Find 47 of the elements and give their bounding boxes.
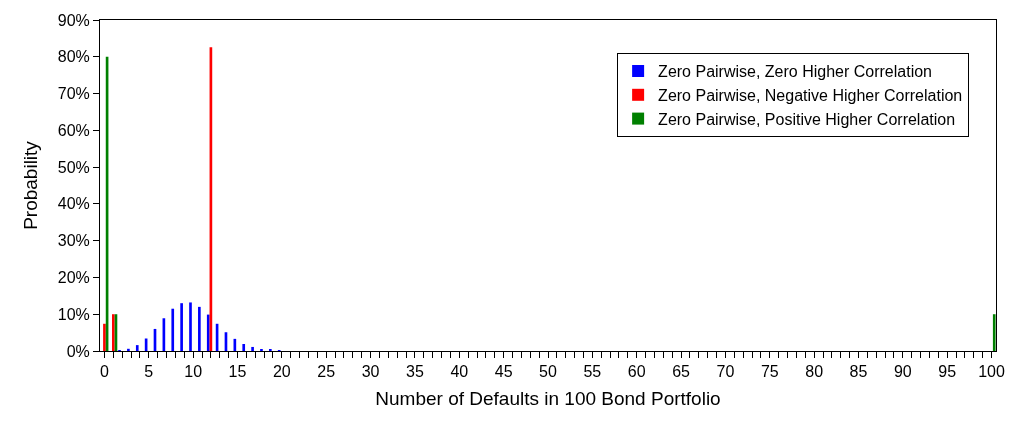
bar	[171, 308, 175, 351]
x-tick-label: 20	[272, 363, 291, 381]
y-tick-label: 20%	[57, 269, 90, 287]
bar	[251, 346, 254, 351]
x-tick-label: 30	[361, 363, 380, 381]
bar	[180, 303, 183, 351]
x-tick-label: 95	[938, 363, 957, 381]
x-tick-label: 55	[583, 363, 602, 381]
bar	[135, 345, 139, 351]
bar	[242, 344, 246, 351]
y-tick-label: 80%	[57, 48, 90, 66]
legend-label: Zero Pairwise, Zero Higher Correlation	[658, 63, 932, 81]
x-tick-label: 100	[978, 363, 1006, 381]
x-tick-label: 70	[716, 363, 735, 381]
x-tick-label: 90	[893, 363, 912, 381]
x-tick-label: 15	[228, 363, 247, 381]
x-tick-label: 75	[760, 363, 779, 381]
bar	[198, 306, 201, 351]
bar	[992, 314, 996, 351]
y-tick-label: 50%	[57, 158, 90, 176]
y-axis-title: Probability	[19, 140, 41, 230]
x-tick-label: 5	[144, 363, 154, 381]
x-tick-label: 25	[317, 363, 336, 381]
x-tick-label: 35	[406, 363, 424, 381]
x-tick-label: 45	[494, 363, 513, 381]
y-tick-label: 40%	[57, 195, 90, 213]
x-tick-label: 60	[627, 363, 646, 381]
y-tick-label: 90%	[57, 11, 90, 29]
y-tick-label: 10%	[57, 305, 90, 323]
bar	[103, 323, 106, 351]
bar	[127, 348, 130, 351]
legend-label: Zero Pairwise, Positive Higher Correlation	[658, 110, 956, 128]
x-axis-title: Number of Defaults in 100 Bond Portfolio	[375, 388, 721, 409]
x-tick-label: 50	[539, 363, 557, 381]
bar	[189, 302, 192, 351]
bar	[206, 314, 210, 351]
legend-label: Zero Pairwise, Negative Higher Correlation	[658, 87, 963, 105]
x-tick-label: 65	[672, 363, 691, 381]
x-tick-label: 40	[450, 363, 469, 381]
x-tick-label: 0	[99, 363, 109, 381]
y-tick-label: 0%	[66, 342, 90, 360]
x-tick-label: 80	[805, 363, 824, 381]
x-tick-label: 85	[849, 363, 868, 381]
y-tick-label: 60%	[57, 121, 90, 139]
x-tick-label: 10	[184, 363, 203, 381]
y-tick-label: 70%	[57, 85, 90, 103]
y-tick-label: 30%	[57, 232, 90, 250]
